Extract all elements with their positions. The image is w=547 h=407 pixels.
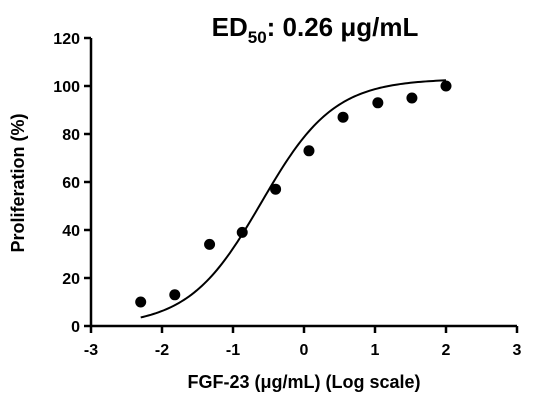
x-ticks: -3 -2 -1 0 1 2 3 bbox=[84, 326, 522, 359]
y-tick-label: 60 bbox=[62, 175, 80, 192]
data-points bbox=[135, 80, 452, 308]
x-tick-label: -2 bbox=[155, 342, 169, 359]
data-point bbox=[204, 238, 216, 250]
x-tick-label: 2 bbox=[442, 342, 451, 359]
y-tick-label: 120 bbox=[53, 31, 80, 48]
chart-title: ED50: 0.26 μg/mL bbox=[212, 12, 419, 47]
y-tick-label: 80 bbox=[62, 127, 80, 144]
data-point bbox=[135, 296, 147, 308]
x-tick-label: -3 bbox=[84, 342, 98, 359]
fit-curve bbox=[140, 79, 447, 319]
data-point bbox=[169, 289, 181, 301]
y-axis-label: Proliferation (%) bbox=[8, 113, 28, 252]
data-point bbox=[303, 145, 315, 157]
data-point bbox=[236, 226, 248, 238]
data-point bbox=[372, 97, 384, 109]
x-tick-label: 3 bbox=[513, 342, 522, 359]
y-tick-label: 100 bbox=[53, 79, 80, 96]
x-tick-label: 0 bbox=[300, 342, 309, 359]
data-point bbox=[440, 80, 452, 92]
x-tick-label: 1 bbox=[371, 342, 380, 359]
x-tick-label: -1 bbox=[226, 342, 240, 359]
data-point bbox=[337, 111, 349, 123]
x-axis-label: FGF-23 (μg/mL) (Log scale) bbox=[187, 372, 420, 392]
data-point bbox=[270, 183, 282, 195]
y-ticks: 0 20 40 60 80 100 120 bbox=[53, 31, 91, 336]
y-tick-label: 0 bbox=[71, 319, 80, 336]
y-tick-label: 40 bbox=[62, 223, 80, 240]
y-tick-label: 20 bbox=[62, 271, 80, 288]
data-point bbox=[406, 92, 418, 104]
